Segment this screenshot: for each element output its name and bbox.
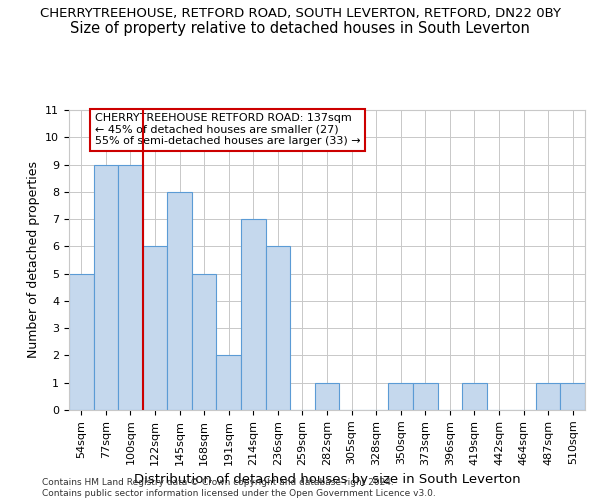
X-axis label: Distribution of detached houses by size in South Leverton: Distribution of detached houses by size … — [134, 473, 520, 486]
Bar — [560, 382, 585, 410]
Bar — [536, 382, 560, 410]
Bar — [143, 246, 167, 410]
Bar — [167, 192, 192, 410]
Bar — [413, 382, 437, 410]
Text: Size of property relative to detached houses in South Leverton: Size of property relative to detached ho… — [70, 21, 530, 36]
Bar — [462, 382, 487, 410]
Bar — [69, 274, 94, 410]
Bar — [94, 164, 118, 410]
Text: CHERRYTREEHOUSE, RETFORD ROAD, SOUTH LEVERTON, RETFORD, DN22 0BY: CHERRYTREEHOUSE, RETFORD ROAD, SOUTH LEV… — [40, 8, 560, 20]
Bar — [241, 219, 266, 410]
Bar — [217, 356, 241, 410]
Text: CHERRYTREEHOUSE RETFORD ROAD: 137sqm
← 45% of detached houses are smaller (27)
5: CHERRYTREEHOUSE RETFORD ROAD: 137sqm ← 4… — [95, 113, 361, 146]
Text: Contains HM Land Registry data © Crown copyright and database right 2024.
Contai: Contains HM Land Registry data © Crown c… — [42, 478, 436, 498]
Bar — [266, 246, 290, 410]
Bar — [388, 382, 413, 410]
Bar — [118, 164, 143, 410]
Bar — [315, 382, 339, 410]
Bar — [192, 274, 217, 410]
Y-axis label: Number of detached properties: Number of detached properties — [27, 162, 40, 358]
